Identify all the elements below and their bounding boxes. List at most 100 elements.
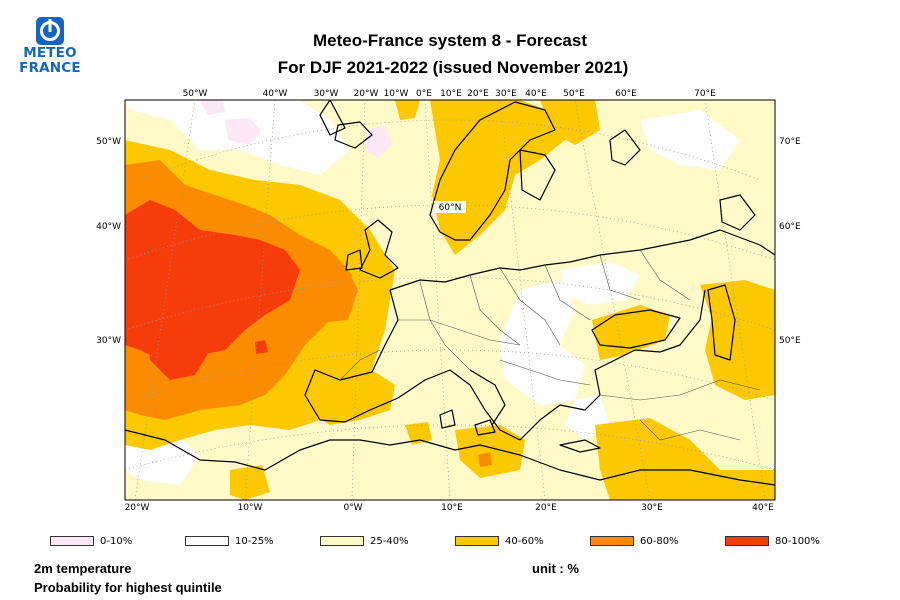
bottom-label-3: 0°W	[343, 503, 362, 513]
coastlines	[125, 100, 775, 486]
top-label-6: 0°E	[416, 89, 432, 99]
field-10-25-north-russia	[640, 110, 740, 170]
left-label-2: 40°W	[96, 222, 121, 232]
legend-label-0-10: 0-10%	[100, 535, 133, 547]
north-europe-coast	[389, 229, 775, 291]
north-africa-coast	[125, 429, 775, 486]
meteo-france-emblem-icon	[36, 17, 64, 45]
field-0-10-atlantic-a	[225, 118, 262, 145]
field-40-60-sahara	[230, 465, 270, 500]
ireland-outline	[345, 249, 363, 271]
legend-item-10-25: 10-25%	[185, 535, 274, 547]
top-label-2: 40°W	[263, 89, 288, 99]
bottom-tick-labels: 20°W 10°W 0°W 10°E 20°E 30°E 40°E	[125, 503, 775, 513]
bottom-label-7: 40°E	[752, 503, 774, 513]
legend-label-25-40: 25-40%	[370, 535, 409, 547]
legend-swatch-10-25	[185, 536, 229, 546]
scandinavia-outline	[429, 101, 556, 241]
top-label-3: 30°W	[314, 89, 339, 99]
top-tick-labels: 50°W 40°W 30°W 20°W 10°W 0°E 10°E 20°E 3…	[183, 89, 717, 99]
legend-label-10-25: 10-25%	[235, 535, 274, 547]
color-legend: 0-10% 10-25% 25-40% 40-60% 60-80% 80-100…	[0, 535, 900, 549]
bottom-label-2: 10°W	[238, 503, 263, 513]
novaya-zemlya-outline	[719, 194, 756, 231]
italy-west-coast	[397, 369, 521, 441]
legend-swatch-80-100	[725, 536, 769, 546]
inner-latitude-label: 60°N	[434, 201, 466, 213]
right-label-1: 70°E	[779, 137, 801, 147]
sardinia-outline	[439, 409, 456, 429]
right-label-2: 60°E	[779, 222, 801, 232]
unit-label: unit : %	[532, 561, 579, 576]
kola-outline	[609, 129, 641, 166]
top-label-11: 50°E	[563, 89, 585, 99]
top-label-7: 10°E	[440, 89, 462, 99]
bottom-label-4: 10°E	[441, 503, 463, 513]
field-40-60-barents	[540, 100, 600, 145]
field-40-60-algeria	[405, 422, 432, 445]
field-40-60-libya	[455, 425, 525, 478]
legend-item-25-40: 25-40%	[320, 535, 409, 547]
field-80-100-spot	[255, 340, 268, 354]
bottom-label-5: 20°E	[535, 503, 557, 513]
field-80-100-azores	[145, 300, 210, 380]
map-frame	[124, 99, 776, 501]
legend-swatch-25-40	[320, 536, 364, 546]
legend-label-80-100: 80-100%	[775, 535, 820, 547]
chart-title-line2: For DJF 2021-2022 (issued November 2021)	[277, 58, 629, 77]
legend-item-60-80: 60-80%	[590, 535, 679, 547]
greenland-tip-outline	[319, 100, 346, 136]
graticule	[125, 100, 775, 500]
field-0-10-atlantic-b	[365, 125, 392, 158]
left-label-1: 50°W	[96, 137, 121, 147]
right-tick-labels: 70°E 60°E 50°E	[779, 137, 801, 346]
field-10-25-ukraine	[560, 262, 640, 305]
description-label: Probability for highest quintile	[34, 580, 222, 595]
top-label-13: 70°E	[694, 89, 716, 99]
legend-swatch-0-10	[50, 536, 94, 546]
top-label-1: 50°W	[183, 89, 208, 99]
caspian-outline	[707, 284, 736, 361]
legend-item-80-100: 80-100%	[725, 535, 820, 547]
crete-outline	[559, 439, 601, 453]
balkans-turkey-coast	[519, 289, 706, 441]
bottom-label-6: 30°E	[641, 503, 663, 513]
legend-swatch-60-80	[590, 536, 634, 546]
field-10-25-balkans	[500, 280, 585, 405]
legend-swatch-40-60	[455, 536, 499, 546]
top-label-4: 20°W	[354, 89, 379, 99]
country-borders	[339, 249, 761, 441]
field-40-60-caspian	[700, 280, 775, 400]
field-40-60-norwegian-sea	[395, 100, 420, 120]
iceland-outline	[334, 121, 373, 149]
bottom-label-1: 20°W	[125, 503, 150, 513]
logo-text-france: FRANCE	[19, 60, 81, 76]
right-label-3: 50°E	[779, 336, 801, 346]
meteo-france-logo: METEO FRANCE	[14, 16, 86, 76]
field-40-60-middle-east	[595, 418, 775, 500]
top-label-8: 20°E	[467, 89, 489, 99]
chart-title-line1: Meteo-France system 8 - Forecast	[313, 31, 587, 50]
legend-item-0-10: 0-10%	[50, 535, 132, 547]
top-label-5: 10°W	[384, 89, 409, 99]
top-label-12: 60°E	[615, 89, 637, 99]
probability-field	[125, 100, 775, 500]
legend-item-40-60: 40-60%	[455, 535, 544, 547]
black-sea-outline	[591, 309, 681, 349]
legend-label-40-60: 40-60%	[505, 535, 544, 547]
field-40-60-iberia	[300, 370, 395, 425]
left-tick-labels: 50°W 40°W 30°W	[96, 137, 121, 346]
legend-label-60-80: 60-80%	[640, 535, 679, 547]
field-60-80-biscay	[320, 265, 358, 322]
great-britain-outline	[359, 219, 399, 279]
sicily-outline	[474, 419, 496, 436]
variable-label: 2m temperature	[34, 561, 132, 576]
italy-east-coast	[469, 369, 506, 426]
field-0-10-atlantic-c	[200, 100, 225, 115]
left-label-3: 30°W	[96, 336, 121, 346]
top-label-10: 40°E	[525, 89, 547, 99]
finland-outline	[519, 149, 556, 201]
logo-text-meteo: METEO	[23, 45, 77, 61]
france-iberia-coast	[304, 289, 399, 423]
